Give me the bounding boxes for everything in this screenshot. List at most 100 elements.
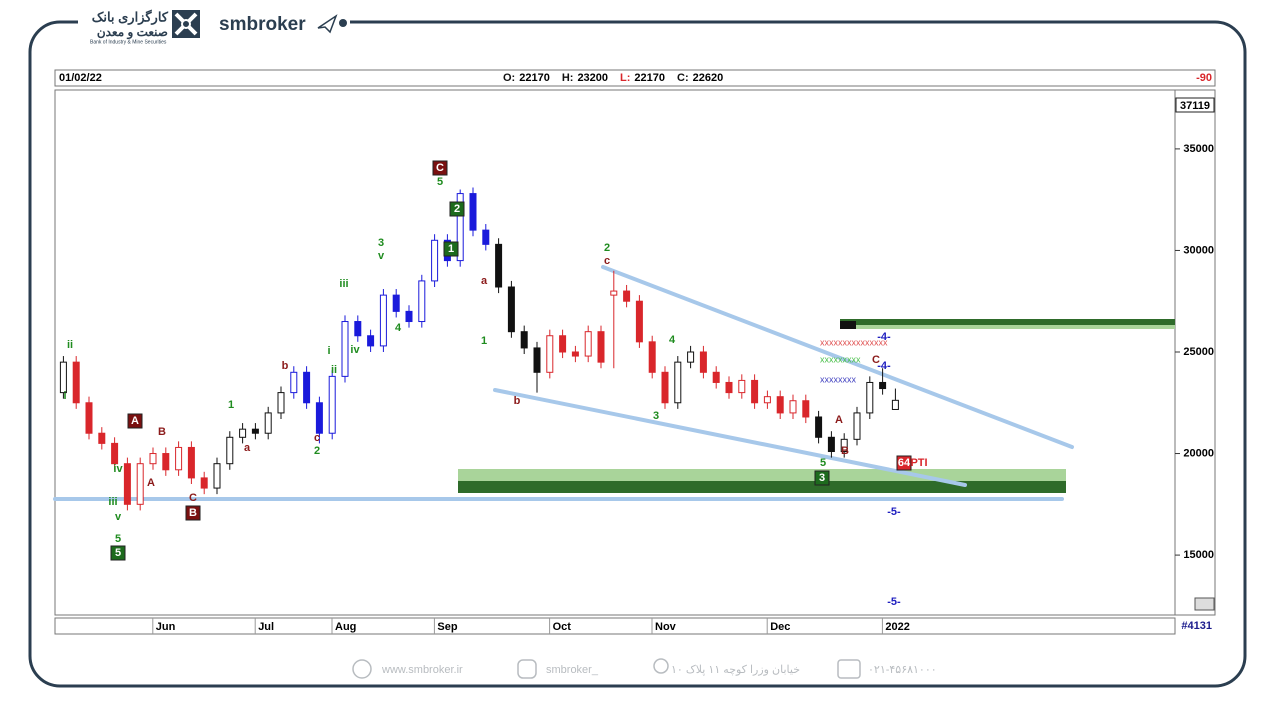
candle-body	[507, 286, 515, 333]
brand-icon	[317, 14, 338, 34]
wave-label: iv	[350, 344, 360, 356]
candle-body	[264, 412, 272, 434]
phone: ۰۲۱-۴۵۶۸۱۰۰۰	[868, 664, 937, 676]
candle-body	[597, 331, 605, 363]
candle-body	[520, 331, 528, 349]
bank-name-fa: کارگزاری بانک	[92, 8, 169, 25]
plot-area	[54, 89, 1176, 616]
candle-body	[610, 290, 618, 296]
x-tick-label: Oct	[553, 621, 572, 633]
wave-label-box	[432, 160, 448, 176]
wave-label: 5	[115, 533, 121, 545]
signal: xxxxxxxx	[820, 374, 857, 384]
y-tick-label: 15000	[1183, 549, 1214, 561]
wave-label: 5	[437, 176, 443, 188]
location-icon	[653, 658, 669, 674]
x-tick-label: Nov	[655, 621, 677, 633]
candle-body	[162, 453, 170, 471]
footer: www.smbroker.ir smbroker_ خیابان وزرا کو…	[352, 658, 937, 679]
bar-count: #4131	[1181, 620, 1212, 632]
ohlc-label: O:	[503, 72, 515, 84]
candle-body	[699, 351, 707, 373]
wave-label: -5-	[887, 506, 901, 518]
wave-label: c	[314, 432, 320, 444]
date: 01/02/22	[59, 72, 102, 84]
wave-label-box	[110, 545, 126, 561]
info-bar	[54, 69, 1216, 87]
candle-body	[648, 341, 656, 373]
wave-label: 2	[454, 203, 460, 215]
wave-label: 3	[819, 472, 825, 484]
zones	[458, 319, 1175, 493]
wave-label: A	[147, 477, 155, 489]
candle-body	[687, 351, 695, 363]
candle-body	[59, 361, 67, 394]
wave-label-box	[127, 413, 143, 429]
wave-label: a	[244, 442, 251, 454]
signal: xxxxxxxxx	[820, 354, 861, 364]
candle-body	[277, 392, 285, 414]
zone	[458, 469, 1066, 481]
wave-label: i	[63, 390, 66, 402]
wave-label: i	[327, 345, 330, 357]
x-tick-label: Sep	[437, 621, 457, 633]
candle-body	[725, 381, 733, 394]
x-tick-label: Jul	[258, 621, 274, 633]
wave-label: v	[378, 250, 385, 262]
zone	[840, 325, 1175, 329]
trend-line	[493, 388, 967, 487]
wave-label: A	[835, 414, 843, 426]
x-axis-area	[54, 617, 1176, 635]
wave-label: 64	[898, 457, 911, 469]
candle-body	[738, 379, 746, 394]
ohlc-value: 23200	[577, 72, 608, 84]
ohlc-value: 22170	[519, 72, 550, 84]
zone	[840, 319, 1175, 325]
wave-label: 3	[653, 410, 659, 422]
candle-body	[123, 463, 131, 505]
last-price-box	[1175, 97, 1215, 113]
wave-label: -5-	[887, 596, 901, 608]
candle-body	[853, 412, 861, 440]
bank-name-fa: صنعت و معدن	[97, 25, 168, 40]
candle-body	[776, 396, 784, 414]
candle-body	[111, 442, 119, 465]
candle-body	[712, 371, 720, 383]
wave-label: iii	[108, 496, 117, 508]
candle-body	[379, 294, 387, 347]
candle-body	[635, 300, 643, 343]
wave-label: 2	[314, 445, 320, 457]
candle-body	[418, 280, 426, 323]
candle-body	[866, 381, 874, 414]
candle-body	[840, 438, 848, 453]
wave-label: PTI	[910, 457, 927, 469]
wave-label: C	[872, 354, 880, 366]
wave-label: -4-	[877, 331, 891, 343]
wave-label: iii	[339, 278, 348, 290]
brand-dot	[339, 19, 347, 27]
candle-body	[187, 446, 195, 479]
wave-label: b	[282, 360, 289, 372]
wave-label: 5	[820, 457, 826, 469]
wave-label: B	[158, 426, 166, 438]
y-tick-label: 20000	[1183, 447, 1214, 459]
wave-label: c	[604, 255, 610, 267]
candle-body	[431, 239, 439, 282]
wave-label: 4	[395, 322, 402, 334]
candle-body	[495, 243, 503, 288]
y-tick-label: 25000	[1183, 346, 1214, 358]
candle-body	[341, 321, 349, 377]
x-tick-label: Aug	[335, 621, 356, 633]
wave-label: v	[115, 511, 122, 523]
wave-label-box	[896, 455, 912, 471]
wave-label-box	[814, 470, 830, 486]
wave-label: A	[131, 415, 139, 427]
wave-label-box	[443, 241, 459, 257]
wave-label: 3	[378, 237, 384, 249]
wave-label: 5	[115, 547, 121, 559]
wave-label: ii	[331, 364, 337, 376]
indicator: -90	[1196, 72, 1212, 84]
wave-label: C	[436, 162, 444, 174]
candle-body	[879, 381, 887, 390]
candle-body	[661, 371, 669, 404]
